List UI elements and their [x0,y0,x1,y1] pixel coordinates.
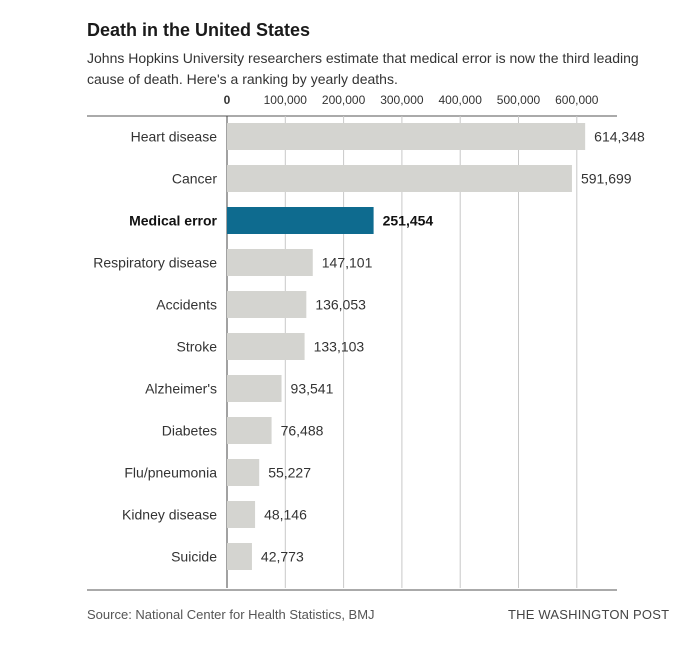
value-label: 591,699 [581,171,632,187]
bar [227,501,256,528]
value-label: 93,541 [291,381,334,397]
bar [227,291,307,318]
bar-chart-plot: 0 100,000 200,000 300,000 400,000 500,000 600,… [87,93,645,591]
category-label: Alzheimer's [145,381,217,397]
bar [227,543,252,570]
bar [227,249,313,276]
value-label: 76,488 [281,423,324,439]
category-label: Heart disease [131,129,218,145]
x-tick-label: 0 [224,93,231,107]
value-label: 147,101 [322,255,373,271]
x-tick-label: 500,000 [497,93,541,107]
bar [227,375,282,402]
source-note: Source: National Center for Health Stati… [87,607,375,622]
value-label: 48,146 [264,507,307,523]
x-tick-label: 200,000 [322,93,366,107]
value-label: 251,454 [383,213,434,229]
category-label: Stroke [177,339,218,355]
value-label: 42,773 [261,549,304,565]
x-tick-label: 600,000 [555,93,599,107]
category-label: Medical error [129,213,217,229]
value-label: 55,227 [268,465,311,481]
chart-title: Death in the United States [87,20,311,40]
category-label: Suicide [171,549,217,565]
publisher-credit: THE WASHINGTON POST [508,607,670,622]
value-label: 614,348 [594,129,645,145]
bar [227,417,272,444]
value-label: 133,103 [314,339,365,355]
chart-subtitle: Johns Hopkins University researchers est… [87,50,639,87]
value-label: 136,053 [315,297,366,313]
bar-highlight [227,207,374,234]
bar [227,333,305,360]
category-label: Cancer [172,171,217,187]
category-label: Kidney disease [122,507,217,523]
bar [227,459,260,486]
category-label: Accidents [156,297,217,313]
category-label: Diabetes [162,423,217,439]
bar [227,165,572,192]
x-tick-label: 100,000 [264,93,308,107]
x-tick-label: 400,000 [439,93,483,107]
category-label: Respiratory disease [93,255,217,271]
x-tick-label: 300,000 [380,93,424,107]
category-label: Flu/pneumonia [124,465,217,481]
bar [227,123,586,150]
